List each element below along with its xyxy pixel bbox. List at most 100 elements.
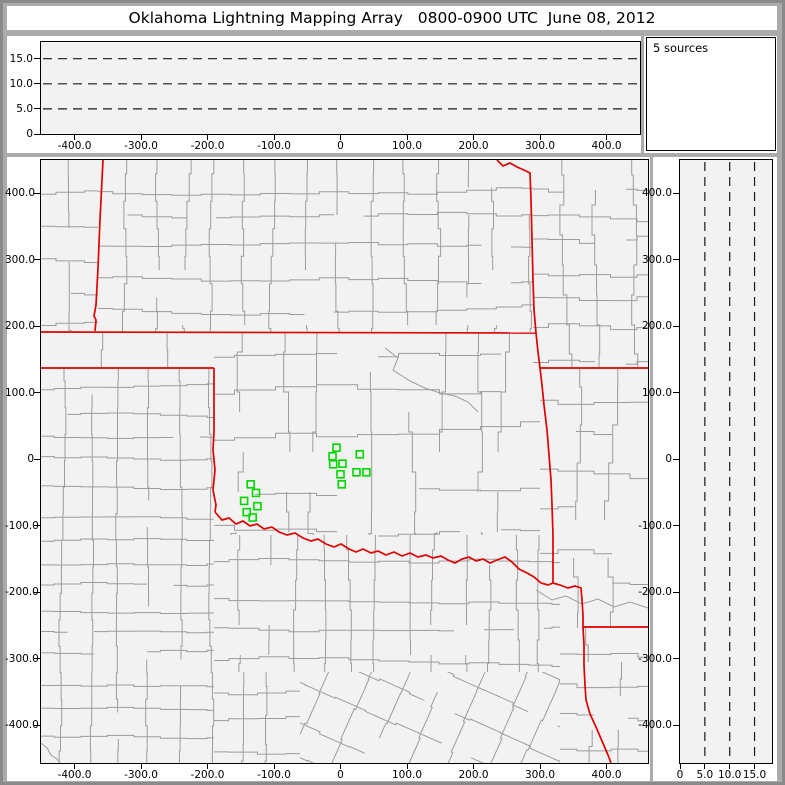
state-border-line [214,511,554,586]
state-borders [41,160,648,763]
lightning-source-marker [253,501,262,511]
map-x-tick-label: 0 [337,769,344,781]
right-alt-tick [679,763,681,769]
map-y-tick-label: -100.0 [5,519,39,532]
right-alt-tick-label: 15.0 [742,769,767,781]
top-x-tick [406,134,408,140]
lightning-source-marker [332,443,341,453]
top-x-tick [606,134,607,140]
lightning-source-marker [242,507,251,517]
state-border-line [496,160,554,583]
county-lines [41,160,648,763]
top-x-tick-label: -300.0 [124,140,158,152]
top-x-tick [539,134,541,140]
sources-count-label: 5 sources [653,41,709,55]
state-border-line [41,331,537,334]
top-x-tick-label: -100.0 [257,140,291,152]
right-alt-tick-label: 5.0 [696,769,714,781]
right-y-tick-label: -100.0 [638,519,672,532]
top-x-tick [273,134,275,140]
lightning-source-marker [338,459,347,469]
lightning-source-marker [336,469,345,479]
right-y-tick [673,724,679,726]
map-y-tick [34,658,40,659]
county-boundary-region [98,160,533,332]
top-alt-tick-label: 0 [26,128,33,140]
map-y-tick-label: 200.0 [5,320,36,332]
county-boundary-region [533,160,648,368]
river-line [535,589,648,609]
county-boundary-region [100,332,169,368]
map-x-tick-label: -200.0 [190,769,225,781]
right-alt-tick-label: 10.0 [717,769,742,781]
map-y-tick [34,724,40,726]
top-x-tick [140,134,142,140]
right-y-tick [673,192,679,194]
lightning-source-marker [248,513,257,522]
right-y-tick-label: -200.0 [638,586,672,598]
county-boundary-region [214,535,560,672]
lightning-source-marker [251,488,261,498]
top-x-tick-label: -200.0 [190,140,225,152]
right-alt-tick-label: 0 [676,769,684,781]
map-x-tick-label: 400.0 [591,769,622,781]
map-panel [40,159,649,764]
map-y-tick-label: -200.0 [5,586,39,598]
lightning-source-marker [352,467,361,477]
right-y-tick-label: 0 [665,453,672,465]
county-boundary-region [540,368,648,628]
page-title: Oklahoma Lightning Mapping Array 0800-09… [7,6,777,30]
county-boundary-region [41,160,98,331]
map-x-tick-label: 300.0 [524,769,556,781]
map-y-tick [34,192,40,194]
map-y-tick [34,458,40,460]
map-x-tick-label: -400.0 [57,769,92,781]
top-x-tick-label: -400.0 [57,140,92,152]
top-alt-tick-label: 15.0 [9,52,33,65]
right-altitude-panel [679,159,773,764]
map-x-tick [207,763,208,769]
lightning-source-marker [328,459,338,469]
county-boundary-region [560,628,648,763]
top-alt-tick [34,108,40,110]
map-y-tick-label: 100.0 [5,386,36,399]
lightning-source-marker [355,449,365,459]
county-boundary-region [214,332,540,537]
right-y-tick-label: 400.0 [641,187,672,199]
river-lines [41,347,648,763]
right-y-tick [673,392,679,393]
county-boundary-region [214,672,300,763]
map-y-tick [34,392,40,393]
right-alt-tick [729,763,731,769]
lightning-source-marker [246,479,255,489]
top-alt-tick [34,83,40,85]
top-alt-tick-label: 10.0 [9,77,33,90]
map-x-tick [473,763,474,769]
top-x-tick-label: 100.0 [391,140,423,152]
map-y-tick-label: 0 [27,453,34,465]
top-x-tick-label: 0 [337,140,344,152]
top-x-tick-label: 200.0 [458,140,489,152]
top-altitude-panel [40,41,641,135]
top-alt-tick-label: 5.0 [16,102,33,115]
right-y-tick-label: 100.0 [641,386,672,399]
map-y-tick-label: -300.0 [5,652,39,665]
map-y-tick [34,325,40,327]
right-y-tick [673,458,679,460]
right-y-tick [673,591,679,593]
map-y-tick-label: 400.0 [5,187,36,199]
top-x-tick-label: 400.0 [591,140,622,152]
map-y-tick-label: 300.0 [5,253,36,266]
lightning-source-marker [362,467,371,477]
right-y-tick [673,658,679,659]
map-x-tick-label: 100.0 [391,769,423,781]
county-boundary-region [41,368,215,763]
lightning-source-marker [337,479,347,489]
right-y-tick-label: -300.0 [638,652,672,665]
top-alt-tick [34,58,40,60]
river-line [384,347,479,413]
top-x-tick [207,134,208,140]
map-x-tick [606,763,607,769]
map-x-tick [74,763,75,769]
